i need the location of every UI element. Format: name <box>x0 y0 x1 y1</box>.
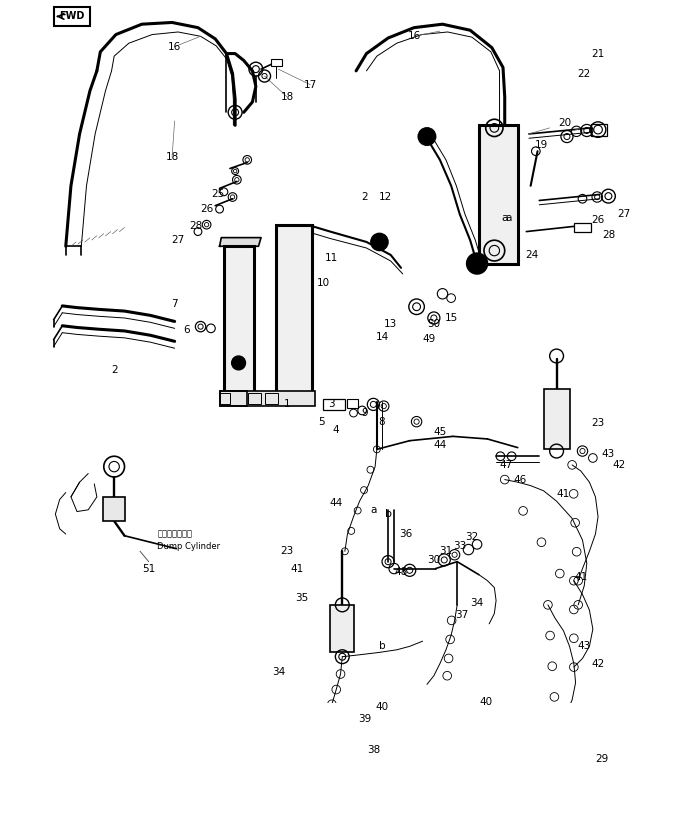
Text: 44: 44 <box>433 440 447 450</box>
Bar <box>219 390 247 406</box>
Text: 22: 22 <box>578 69 591 80</box>
Text: 23: 23 <box>280 546 294 556</box>
Circle shape <box>418 128 436 146</box>
Bar <box>271 59 282 66</box>
Text: 30: 30 <box>427 555 440 565</box>
Bar <box>224 246 254 402</box>
Text: 15: 15 <box>444 313 458 323</box>
Bar <box>103 497 125 521</box>
Text: 32: 32 <box>465 533 479 542</box>
Text: 20: 20 <box>559 118 572 128</box>
Text: 42: 42 <box>612 460 625 470</box>
Text: 1: 1 <box>283 399 290 410</box>
Bar <box>248 393 261 403</box>
Text: 26: 26 <box>592 215 605 225</box>
Text: 40: 40 <box>479 697 493 706</box>
Text: 7: 7 <box>171 299 178 309</box>
Text: 4: 4 <box>333 425 340 435</box>
Text: 23: 23 <box>592 419 605 428</box>
Text: 12: 12 <box>379 192 392 202</box>
Text: 41: 41 <box>557 489 570 499</box>
Bar <box>347 399 358 408</box>
Bar <box>330 605 354 652</box>
Text: 18: 18 <box>165 152 179 163</box>
Bar <box>219 390 314 406</box>
Text: 40: 40 <box>376 702 389 712</box>
Text: b: b <box>385 509 391 520</box>
Circle shape <box>371 233 388 250</box>
Bar <box>276 224 312 398</box>
Text: 45: 45 <box>433 427 447 437</box>
Bar <box>323 399 345 410</box>
Text: ダンプシリンダ: ダンプシリンダ <box>158 529 193 538</box>
Text: 2: 2 <box>361 192 368 202</box>
Text: 14: 14 <box>376 332 389 342</box>
Text: 46: 46 <box>514 475 527 485</box>
Text: 43: 43 <box>602 449 615 459</box>
Text: 42: 42 <box>592 659 605 668</box>
Text: 50: 50 <box>427 319 440 329</box>
Text: 29: 29 <box>595 754 608 763</box>
Text: 8: 8 <box>378 417 385 427</box>
Text: 21: 21 <box>592 49 605 59</box>
Text: 24: 24 <box>526 250 539 260</box>
Text: 44: 44 <box>330 498 343 508</box>
Text: 17: 17 <box>303 80 317 89</box>
Text: 27: 27 <box>617 209 631 220</box>
Circle shape <box>232 356 246 370</box>
Text: 49: 49 <box>422 333 436 344</box>
Text: Dump Cylinder: Dump Cylinder <box>158 541 220 550</box>
Text: 33: 33 <box>453 541 466 551</box>
Text: 3: 3 <box>329 399 335 410</box>
Text: 2: 2 <box>111 365 118 375</box>
Text: 36: 36 <box>399 529 412 539</box>
Text: 13: 13 <box>384 319 397 329</box>
Text: 9: 9 <box>361 408 368 418</box>
Text: 41: 41 <box>291 563 304 574</box>
Text: a: a <box>506 213 513 223</box>
Bar <box>574 223 591 232</box>
Bar <box>54 7 90 26</box>
Text: a: a <box>370 505 376 515</box>
Bar <box>479 125 517 263</box>
Text: 10: 10 <box>316 278 330 289</box>
Text: 11: 11 <box>325 253 338 263</box>
Text: 18: 18 <box>280 92 294 102</box>
Polygon shape <box>219 237 261 246</box>
Text: b: b <box>378 641 385 651</box>
Text: 27: 27 <box>171 235 184 246</box>
Text: 16: 16 <box>168 41 181 52</box>
Text: 26: 26 <box>200 204 213 214</box>
Text: 39: 39 <box>358 714 372 724</box>
Bar <box>276 224 312 398</box>
Text: 5: 5 <box>319 417 325 427</box>
Text: 35: 35 <box>295 593 308 603</box>
Text: 34: 34 <box>272 667 285 677</box>
Text: 47: 47 <box>499 460 513 470</box>
Bar <box>266 393 279 403</box>
Text: 6: 6 <box>184 325 190 335</box>
Bar <box>544 389 570 450</box>
Text: 31: 31 <box>440 546 453 556</box>
Text: a: a <box>502 213 508 223</box>
Bar <box>219 393 230 403</box>
Text: 28: 28 <box>602 230 615 240</box>
Text: FWD: FWD <box>59 11 85 21</box>
Text: 28: 28 <box>189 221 202 232</box>
Text: 37: 37 <box>455 611 468 620</box>
Text: 38: 38 <box>367 745 380 755</box>
Text: 25: 25 <box>211 189 224 199</box>
Text: 16: 16 <box>407 31 420 41</box>
Text: 51: 51 <box>142 563 155 574</box>
Text: 34: 34 <box>471 598 484 608</box>
Circle shape <box>466 253 487 274</box>
Text: 41: 41 <box>574 572 588 582</box>
Text: 19: 19 <box>535 140 548 150</box>
Bar <box>224 246 254 402</box>
Text: 48: 48 <box>394 567 408 577</box>
Bar <box>591 124 607 136</box>
Text: 43: 43 <box>578 641 591 651</box>
